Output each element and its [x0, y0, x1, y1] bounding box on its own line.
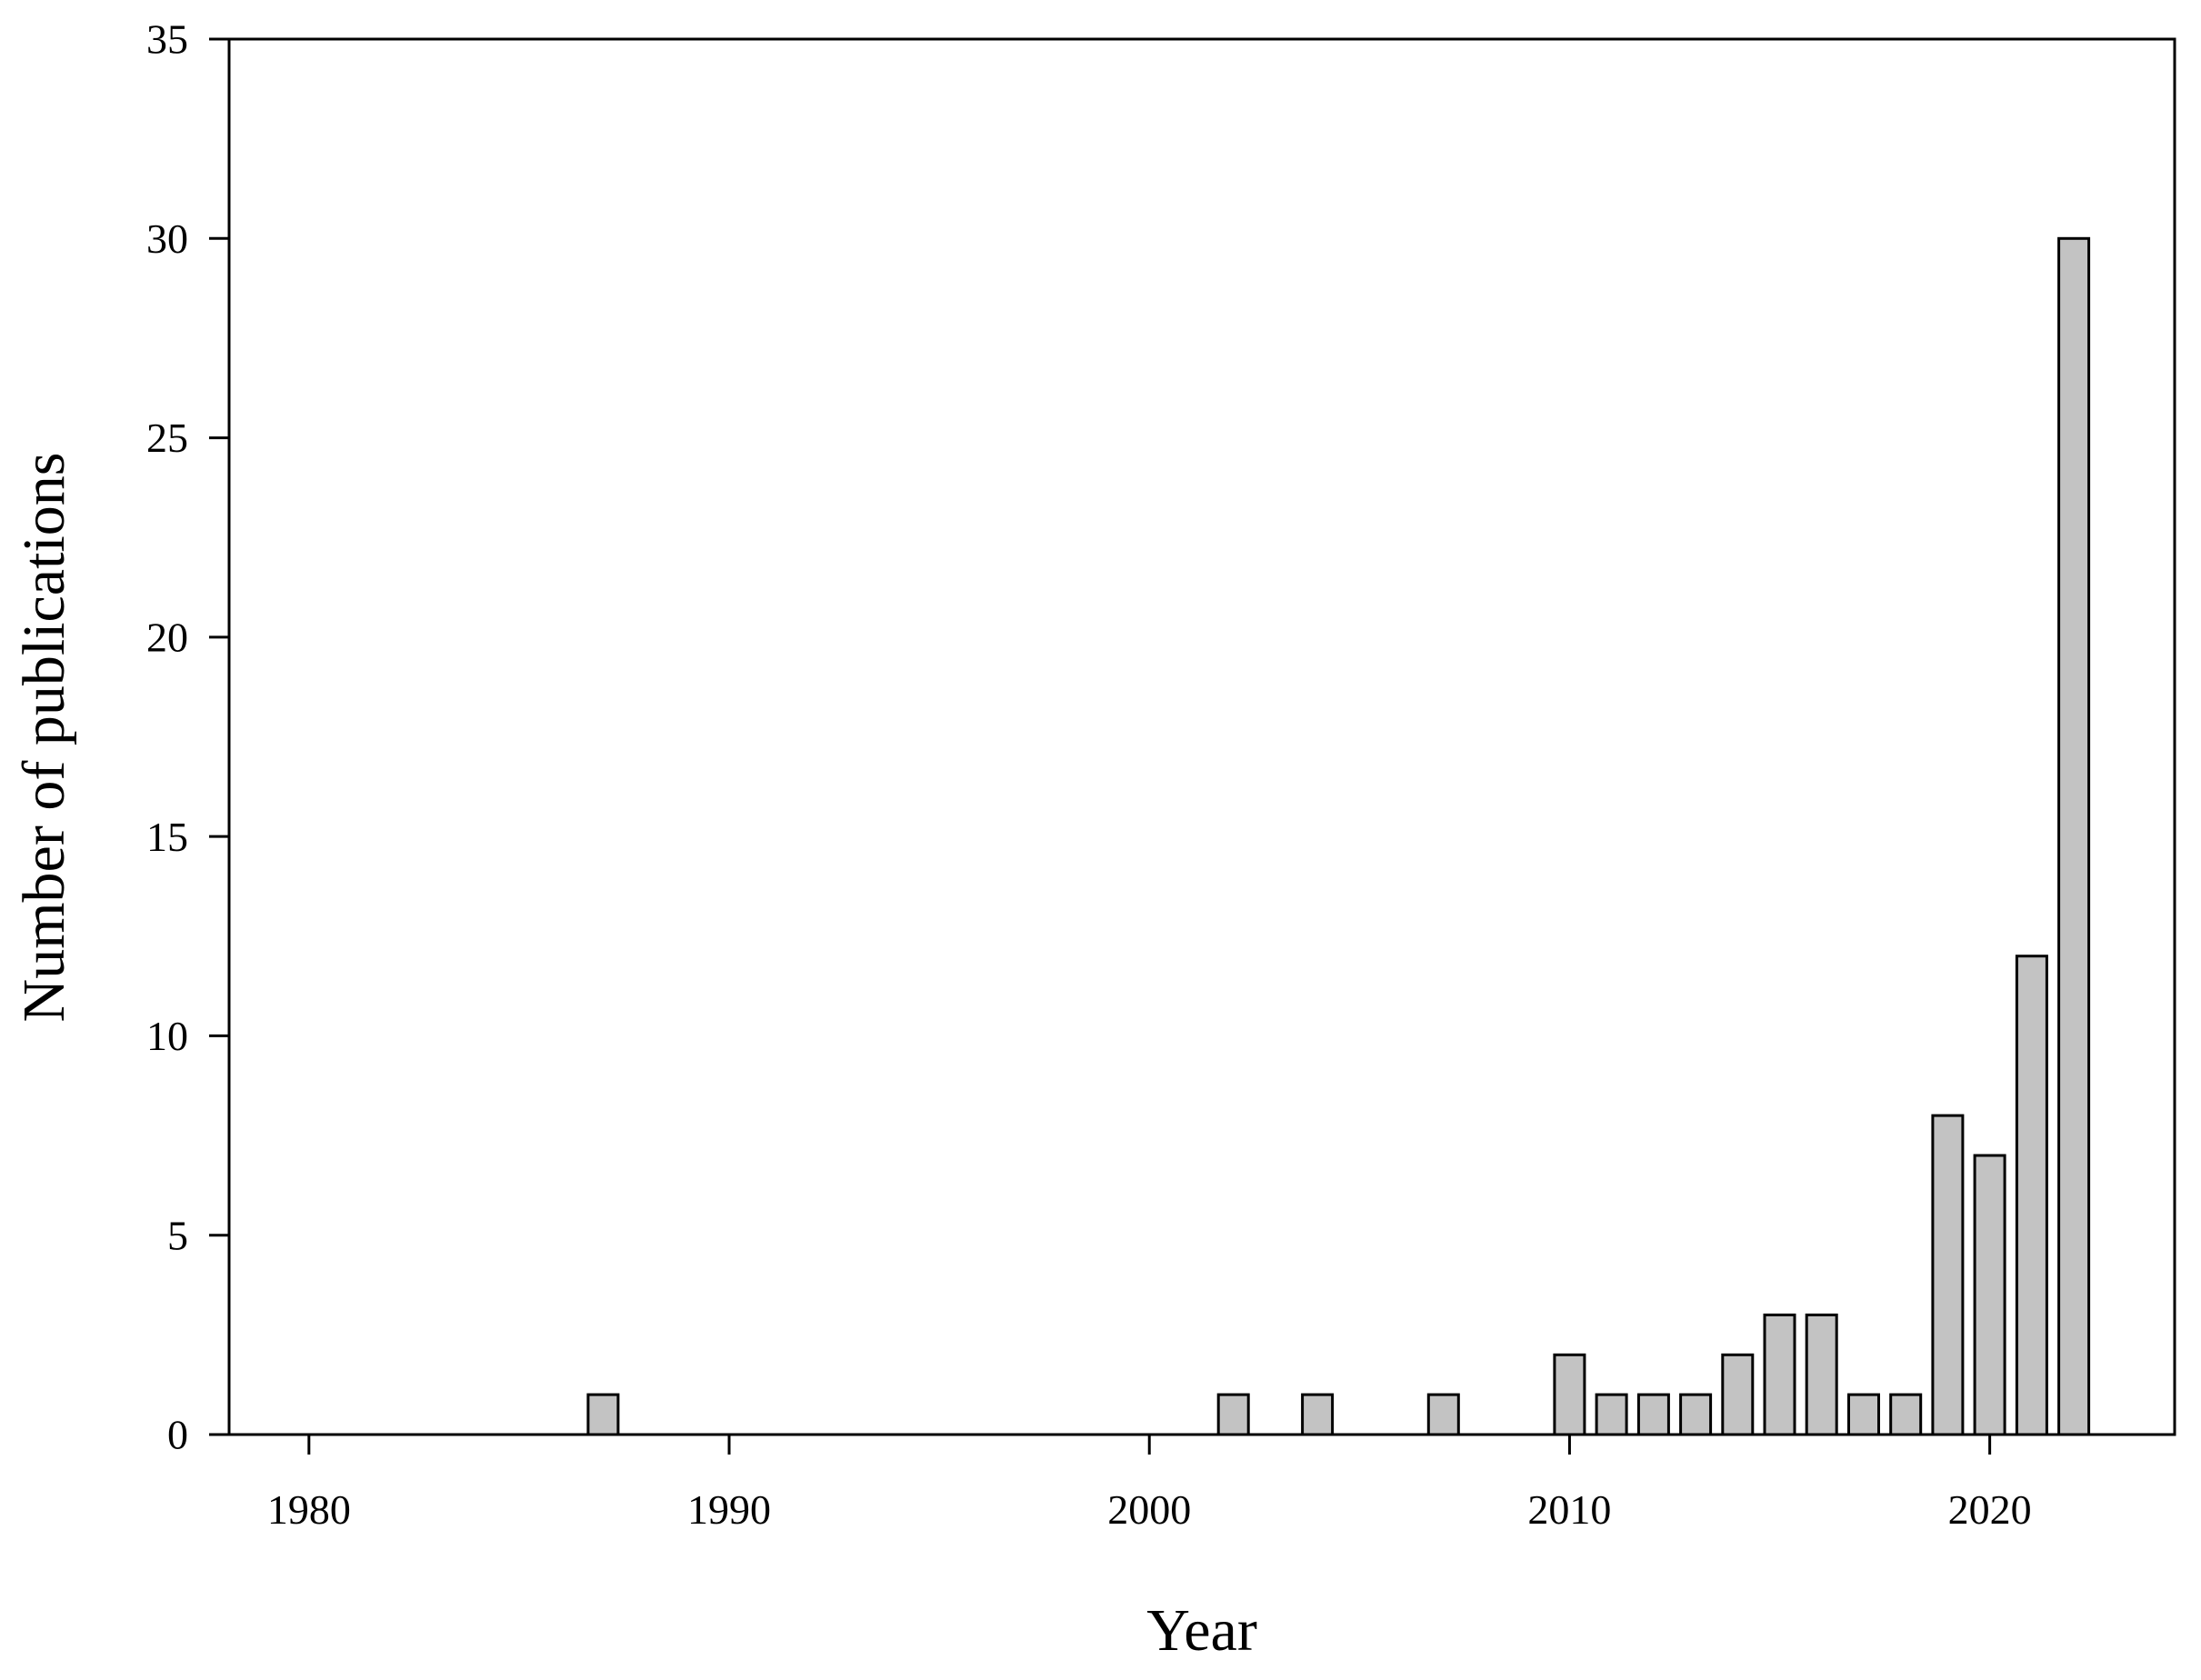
y-tick-label-25: 25: [146, 415, 188, 461]
plot-frame: [227, 37, 2176, 1436]
y-axis-title: Number of publications: [11, 453, 77, 1023]
bar-1987: [586, 1393, 620, 1436]
plot-frame-layer: [227, 37, 2176, 1436]
x-tick-label-2020: 2020: [1948, 1486, 2032, 1533]
bar-2011: [1595, 1393, 1628, 1436]
y-tick-label-0: 0: [167, 1412, 188, 1458]
x-tick-label-1980: 1980: [267, 1486, 351, 1533]
y-tick-label-5: 5: [167, 1212, 188, 1258]
bar-2012: [1636, 1393, 1670, 1436]
bar-2004: [1301, 1393, 1335, 1436]
bar-2014: [1721, 1353, 1755, 1436]
x-tick-label-2000: 2000: [1107, 1486, 1191, 1533]
bar-2002: [1216, 1393, 1250, 1436]
bar-2007: [1426, 1393, 1460, 1436]
bar-2016: [1805, 1313, 1838, 1436]
bar-2015: [1763, 1313, 1796, 1436]
bar-2021: [2015, 955, 2048, 1436]
y-tick-label-35: 35: [146, 16, 188, 63]
bar-2019: [1931, 1114, 1965, 1436]
y-tick-label-30: 30: [146, 215, 188, 262]
bar-2017: [1847, 1393, 1880, 1436]
bar-2013: [1679, 1393, 1713, 1436]
bar-2020: [1973, 1154, 2006, 1436]
y-tick-label-20: 20: [146, 614, 188, 660]
x-tick-label-1990: 1990: [687, 1486, 771, 1533]
y-tick-label-10: 10: [146, 1013, 188, 1059]
x-axis-title: Year: [1146, 1597, 1257, 1664]
x-tick-label-2010: 2010: [1527, 1486, 1611, 1533]
bar-2010: [1553, 1353, 1586, 1436]
bar-2022: [2057, 236, 2091, 1436]
ticks-layer: 0 5 10 15 20 25 30 35 1980 1990 2000 2010 2020: [146, 16, 2032, 1533]
bar-2018: [1889, 1393, 1923, 1436]
y-tick-label-15: 15: [146, 814, 188, 860]
bars-layer: [586, 236, 2091, 1436]
